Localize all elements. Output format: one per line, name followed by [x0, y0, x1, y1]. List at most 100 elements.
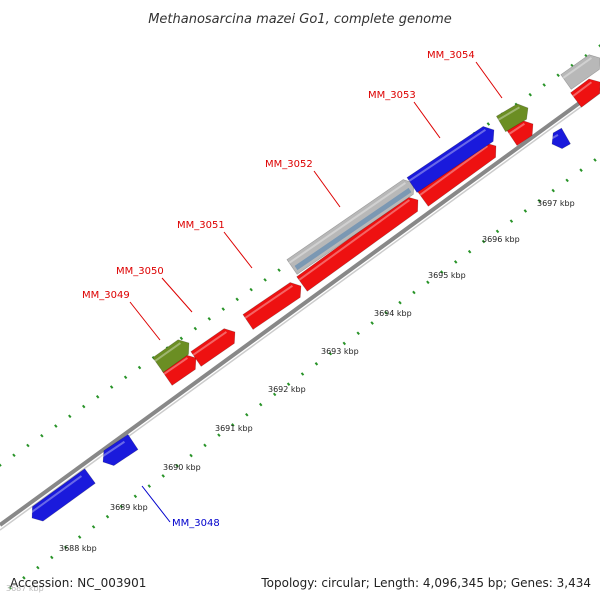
rna-gene-feature	[496, 103, 529, 133]
track-dot	[579, 168, 583, 172]
topology-summary: Topology: circular; Length: 4,096,345 bp…	[260, 576, 591, 590]
track-dot	[537, 198, 542, 203]
track-dot	[565, 178, 569, 183]
gene-label-mm-3048[interactable]: MM_3048	[172, 518, 220, 529]
mm-3050-feature	[190, 328, 236, 367]
genome-backbone	[0, 86, 600, 531]
track-dot	[542, 83, 546, 87]
track-dot	[272, 392, 277, 397]
track-dot	[22, 576, 26, 580]
track-dot	[133, 494, 138, 499]
gene-label-mm-3054[interactable]: MM_3054	[427, 50, 475, 61]
scale-tick-label: 3691 kbp	[215, 424, 253, 433]
track-dot	[231, 423, 235, 427]
backbone-edge	[0, 92, 600, 531]
track-dot	[440, 270, 444, 274]
track-dot	[50, 555, 54, 560]
scale-tick-label: 3694 kbp	[374, 309, 412, 318]
scale-tick-label: 3688 kbp	[59, 544, 97, 553]
track-dot	[26, 443, 30, 448]
gene-label-mm-3050[interactable]: MM_3050	[116, 266, 164, 277]
track-dot	[54, 424, 58, 428]
scale-tick-label: 3687 kbp	[6, 584, 44, 593]
track-dot	[123, 375, 128, 380]
track-dot	[207, 317, 212, 321]
track-dot	[426, 280, 430, 285]
track-dot	[370, 321, 374, 325]
track-dot	[81, 404, 86, 409]
track-dot	[8, 586, 12, 590]
gene-label-mm-3053[interactable]: MM_3053	[368, 90, 416, 101]
scale-tick-label: 3689 kbp	[110, 503, 148, 512]
track-dot	[91, 525, 96, 529]
track-dot	[356, 331, 360, 336]
track-dot	[109, 385, 114, 389]
gene-leader-line	[475, 61, 503, 99]
track-dot	[277, 268, 281, 272]
mm-3049-feature	[161, 354, 197, 386]
track-dot	[221, 307, 225, 311]
track-dot	[36, 565, 40, 570]
track-dot	[179, 336, 184, 341]
track-dot	[12, 453, 16, 458]
scale-tick-label: 3696 kbp	[482, 235, 520, 244]
track-dot	[203, 443, 207, 448]
track-dot	[286, 382, 291, 386]
track-dot	[551, 188, 555, 193]
mm-3052-feature	[296, 196, 419, 292]
mm-3051-feature	[242, 282, 302, 330]
track-dot	[263, 278, 267, 282]
backbone-line	[0, 86, 600, 527]
scale-tick-label: 3692 kbp	[268, 385, 306, 394]
track-dot	[481, 239, 486, 244]
gene-label-mm-3051[interactable]: MM_3051	[177, 220, 225, 231]
track-dot	[467, 249, 472, 254]
mm-3048-feature	[28, 468, 96, 522]
gene-leader-line	[141, 485, 171, 523]
scale-tick-label: 3695 kbp	[428, 271, 466, 280]
track-dot	[495, 229, 500, 234]
track-dot	[137, 365, 142, 370]
track-dot	[258, 402, 263, 407]
gene-label-mm-3049[interactable]: MM_3049	[82, 290, 130, 301]
other-feature-feature	[560, 54, 600, 90]
reverse-gene-feature	[99, 434, 139, 466]
track-dot	[593, 158, 597, 162]
gene-label-mm-3052[interactable]: MM_3052	[265, 159, 313, 170]
track-dot	[314, 362, 319, 366]
scale-tick-label: 3690 kbp	[163, 463, 201, 472]
track-dot	[528, 92, 532, 97]
scale-tick-label: 3697 kbp	[537, 199, 575, 208]
track-dot	[0, 463, 2, 467]
track-dot	[300, 372, 305, 376]
track-dot	[175, 463, 179, 468]
track-dot	[95, 394, 100, 399]
feature-track	[28, 54, 600, 522]
track-dot	[598, 44, 600, 48]
track-dot	[398, 300, 402, 305]
reverse-gene-feature	[549, 127, 571, 149]
track-dot	[193, 326, 198, 331]
track-dot	[77, 535, 82, 539]
gene-labels: MM_3048 MM_3049 MM_3050 MM_3051 MM_3052 MM_30…	[82, 50, 503, 529]
feature-highlight	[294, 187, 412, 271]
track-dot	[412, 290, 416, 295]
track-dot	[328, 351, 333, 356]
track-dot	[189, 453, 193, 458]
track-dot	[245, 412, 249, 417]
track-dot	[63, 545, 68, 550]
track-dot	[119, 504, 124, 509]
rna-gene-feature	[152, 339, 190, 373]
track-dot	[384, 311, 388, 315]
track-dot	[235, 297, 239, 302]
reverse-gene-feature	[406, 126, 495, 193]
mm-3053-feature	[417, 142, 497, 207]
map-title: Methanosarcina mazei Go1, complete genom…	[148, 12, 452, 27]
forward-gene-feature	[570, 78, 600, 108]
track-dot	[68, 414, 72, 419]
track-dot	[509, 219, 514, 223]
track-dot	[249, 287, 253, 292]
track-dot	[523, 209, 528, 213]
gene-leader-line	[413, 101, 441, 139]
